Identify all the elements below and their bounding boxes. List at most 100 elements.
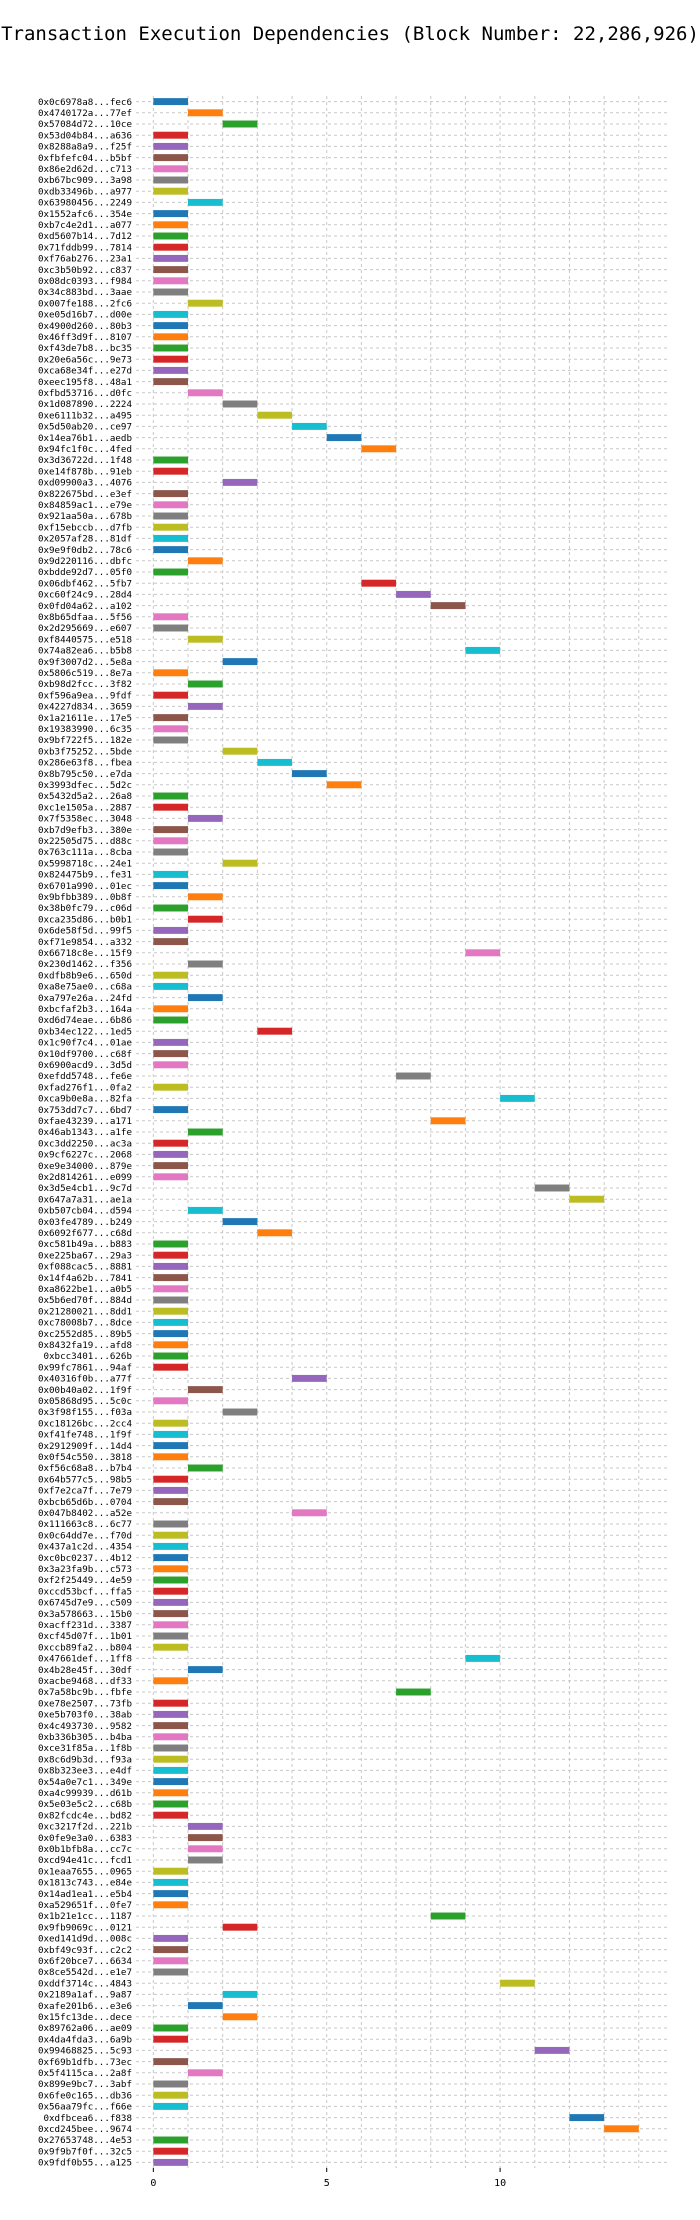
bar — [257, 758, 293, 766]
y-tick-label: 0x047b8402...a52e — [38, 1508, 132, 1519]
y-tick-label: 0x3993dfec...5d2c — [38, 780, 132, 791]
bar — [153, 1610, 189, 1618]
y-tick-label: 0x6745d7e9...c509 — [38, 1598, 132, 1609]
x-tick-label: 0 — [150, 2178, 156, 2189]
y-tick-label: 0xefdd5748...fe6e — [38, 1071, 132, 1082]
y-tick-label: 0xb7d9efb3...380e — [38, 825, 132, 836]
y-tick-label: 0x19383990...6c35 — [38, 724, 132, 735]
bar — [569, 1195, 605, 1203]
y-tick-label: 0x54a0e7c1...349e — [38, 1777, 132, 1788]
bar — [222, 859, 258, 867]
bar — [153, 142, 189, 150]
bar — [153, 1442, 189, 1450]
y-tick-label: 0x86e2d62d...c713 — [38, 164, 132, 175]
bar — [153, 1677, 189, 1685]
bar — [188, 814, 223, 822]
bar — [153, 1061, 189, 1069]
bar — [153, 1352, 189, 1360]
bar — [188, 2069, 223, 2077]
y-tick-label: 0xf43de7b8...bc35 — [38, 343, 132, 354]
bar — [153, 154, 189, 162]
y-tick-label: 0x94fc1f0c...4fed — [38, 444, 132, 455]
bar — [188, 960, 223, 968]
y-tick-label: 0x921aa50a...678b — [38, 511, 132, 522]
y-tick-label: 0x6fe0c165...db36 — [38, 2090, 132, 2101]
y-tick-label: 0x06dbf462...5fb7 — [38, 578, 132, 589]
bar — [500, 1094, 535, 1102]
bar — [153, 1968, 189, 1976]
bar — [153, 1890, 189, 1898]
y-tick-label: 0x46ff3d9f...8107 — [38, 332, 132, 343]
y-tick-label: 0xa797e26a...24fd — [38, 993, 132, 1004]
bar — [153, 2136, 189, 2144]
bar — [604, 2125, 639, 2133]
bar — [153, 1710, 189, 1718]
bar — [153, 1397, 189, 1405]
y-tick-label: 0x1c90f7c4...01ae — [38, 1038, 132, 1049]
bar — [153, 1285, 189, 1293]
y-tick-label: 0x03fe4789...b249 — [38, 1217, 132, 1228]
bar — [153, 792, 189, 800]
bar — [153, 2058, 189, 2066]
y-tick-label: 0x64b577c5...98b5 — [38, 1474, 132, 1485]
y-tick-label: 0x82fcdc4e...bd82 — [38, 1810, 132, 1821]
bar — [188, 1822, 223, 1830]
y-tick-label: 0x14ad1ea1...e5b4 — [38, 1889, 133, 1900]
bar — [222, 400, 258, 408]
bar — [153, 344, 189, 352]
y-tick-label: 0x53d04b84...a636 — [38, 130, 132, 141]
bar — [153, 131, 189, 139]
bar — [153, 2080, 189, 2088]
bar — [153, 926, 189, 934]
bar — [153, 1755, 189, 1763]
bar — [153, 501, 189, 509]
bar — [188, 1386, 223, 1394]
y-tick-label: 0x40316f0b...a77f — [38, 1374, 132, 1385]
bar — [153, 333, 189, 341]
bar — [292, 770, 327, 778]
bar — [222, 1990, 258, 1998]
bar — [188, 1666, 223, 1674]
bar — [188, 893, 223, 901]
bar — [153, 1162, 189, 1170]
y-tick-label: 0x2d814261...e099 — [38, 1172, 132, 1183]
bar — [153, 310, 189, 318]
y-tick-label: 0x4da4fda3...6a9b — [38, 2034, 132, 2045]
y-tick-label: 0x9f3007d2...5e8a — [38, 657, 132, 668]
bar — [153, 210, 189, 218]
y-tick-label: 0x74a82ea6...b5b8 — [38, 646, 132, 657]
bar — [153, 534, 189, 542]
bar — [153, 243, 189, 251]
y-tick-label: 0x763c111a...8cba — [38, 847, 132, 858]
x-tick-label: 10 — [494, 2178, 506, 2189]
y-tick-label: 0x8ce5542d...e1e7 — [38, 1967, 132, 1978]
y-tick-label: 0xcd245bee...9674 — [38, 2124, 133, 2135]
bar — [188, 702, 223, 710]
y-tick-label: 0x20e6a56c...9e73 — [38, 354, 132, 365]
bar — [465, 949, 501, 957]
bar — [153, 1554, 189, 1562]
y-tick-label: 0x9d220116...dbfc — [38, 556, 132, 567]
y-tick-label: 0x0fd04a62...a102 — [38, 601, 132, 612]
y-tick-label: 0x2189a1af...9a87 — [38, 1990, 132, 2001]
y-tick-label: 0xe225ba67...29a3 — [38, 1250, 132, 1261]
bar — [153, 2102, 189, 2110]
y-tick-label: 0xf088cac5...8881 — [38, 1262, 132, 1273]
y-tick-label: 0xb336b305...b4ba — [38, 1732, 132, 1743]
bar — [153, 490, 189, 498]
y-tick-label: 0x4740172a...77ef — [38, 108, 132, 119]
bar — [153, 1050, 189, 1058]
y-tick-label: 0xb67bc909...3a98 — [38, 175, 132, 186]
y-tick-label: 0xc18126bc...2cc4 — [38, 1418, 133, 1429]
y-tick-label: 0x9bfbb389...0b8f — [38, 892, 132, 903]
y-tick-label: 0x27653748...4e53 — [38, 2135, 132, 2146]
y-tick-label: 0x7a58bc9b...fbfe — [38, 1687, 132, 1698]
bar — [188, 915, 223, 923]
bar — [153, 1565, 189, 1573]
y-tick-label: 0x9fb9069c...0121 — [38, 1922, 132, 1933]
bar — [465, 646, 501, 654]
bar — [188, 109, 223, 117]
y-tick-label: 0x824475b9...fe31 — [38, 870, 132, 881]
bar — [188, 994, 223, 1002]
y-tick-label: 0x5b6ed70f...884d — [38, 1295, 132, 1306]
